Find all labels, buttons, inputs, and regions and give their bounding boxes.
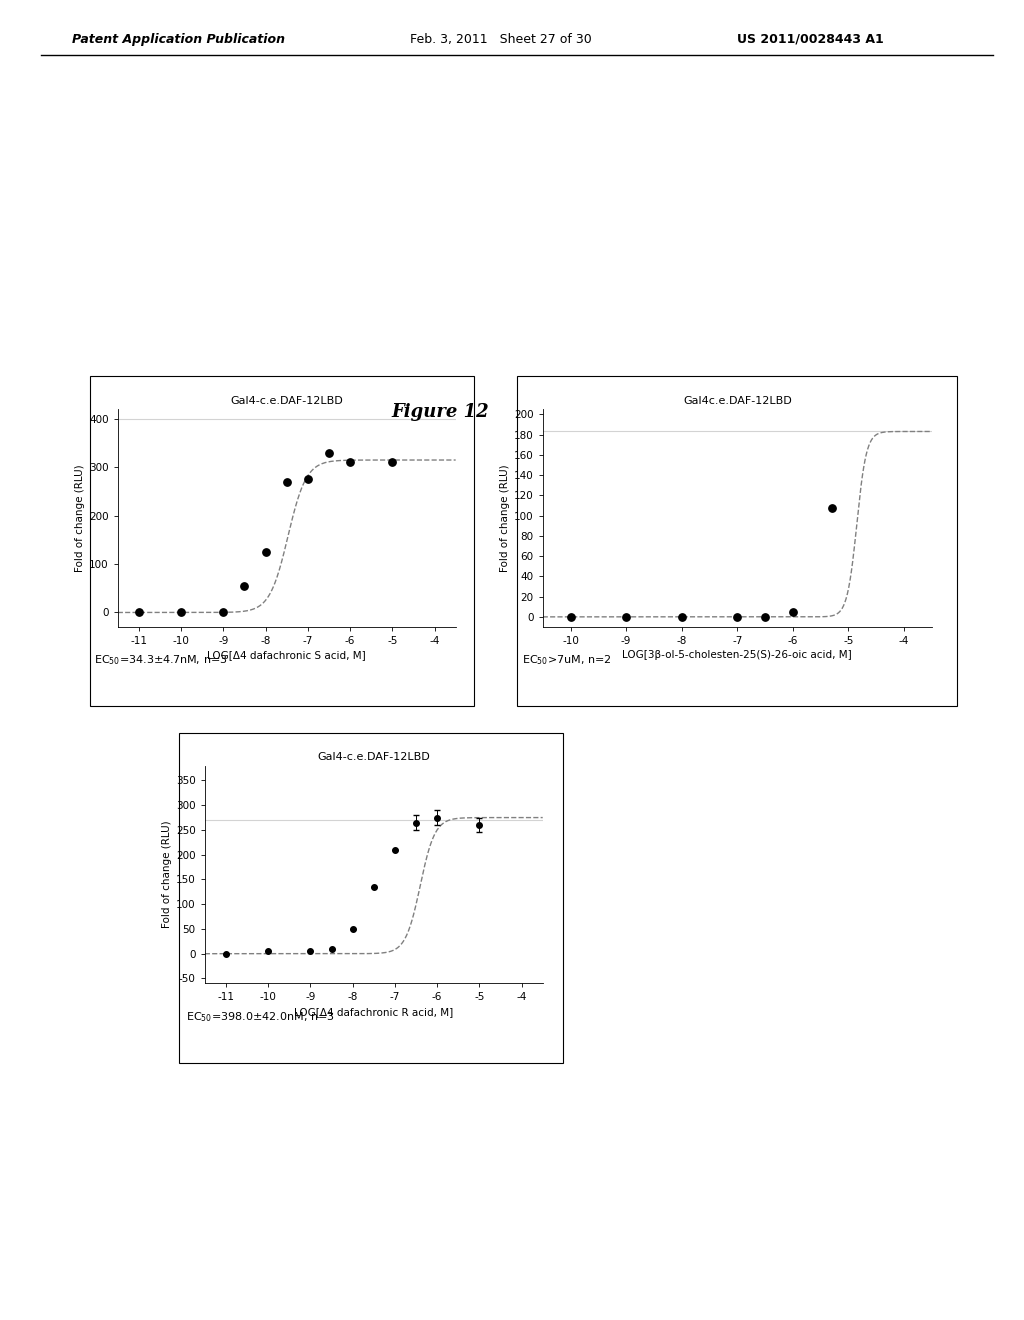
Y-axis label: Fold of change (RLU): Fold of change (RLU) bbox=[500, 465, 510, 572]
Point bbox=[757, 606, 773, 627]
Point bbox=[237, 576, 253, 597]
Point bbox=[215, 602, 231, 623]
Title: Gal4-c.e.DAF-12LBD: Gal4-c.e.DAF-12LBD bbox=[230, 396, 343, 405]
Text: Figure 12: Figure 12 bbox=[391, 403, 489, 421]
Text: Feb. 3, 2011   Sheet 27 of 30: Feb. 3, 2011 Sheet 27 of 30 bbox=[410, 33, 591, 46]
Point bbox=[562, 606, 579, 627]
Text: EC$_{50}$=398.0±42.0nM, n=3: EC$_{50}$=398.0±42.0nM, n=3 bbox=[186, 1010, 335, 1023]
Point bbox=[674, 606, 690, 627]
Point bbox=[257, 541, 273, 562]
Text: Patent Application Publication: Patent Application Publication bbox=[72, 33, 285, 46]
Y-axis label: Fold of change (RLU): Fold of change (RLU) bbox=[162, 821, 172, 928]
Point bbox=[784, 601, 801, 622]
Point bbox=[729, 606, 745, 627]
Point bbox=[321, 442, 337, 463]
Point bbox=[300, 469, 316, 490]
Text: US 2011/0028443 A1: US 2011/0028443 A1 bbox=[737, 33, 884, 46]
Point bbox=[131, 602, 147, 623]
Title: Gal4c.e.DAF-12LBD: Gal4c.e.DAF-12LBD bbox=[683, 396, 792, 405]
Point bbox=[173, 602, 189, 623]
Point bbox=[279, 471, 295, 492]
X-axis label: LOG[Δ4 dafachronic R acid, M]: LOG[Δ4 dafachronic R acid, M] bbox=[294, 1007, 454, 1016]
Y-axis label: Fold of change (RLU): Fold of change (RLU) bbox=[75, 465, 85, 572]
Point bbox=[617, 606, 634, 627]
Text: EC$_{50}$=34.3±4.7nM, n=3: EC$_{50}$=34.3±4.7nM, n=3 bbox=[94, 653, 227, 667]
Point bbox=[823, 498, 840, 519]
Title: Gal4-c.e.DAF-12LBD: Gal4-c.e.DAF-12LBD bbox=[317, 752, 430, 762]
X-axis label: LOG[3β-ol-5-cholesten-25(S)-26-oic acid, M]: LOG[3β-ol-5-cholesten-25(S)-26-oic acid,… bbox=[623, 651, 852, 660]
Point bbox=[384, 451, 400, 473]
Text: EC$_{50}$>7uM, n=2: EC$_{50}$>7uM, n=2 bbox=[522, 653, 611, 667]
Point bbox=[342, 451, 358, 473]
X-axis label: LOG[Δ4 dafachronic S acid, M]: LOG[Δ4 dafachronic S acid, M] bbox=[207, 651, 367, 660]
